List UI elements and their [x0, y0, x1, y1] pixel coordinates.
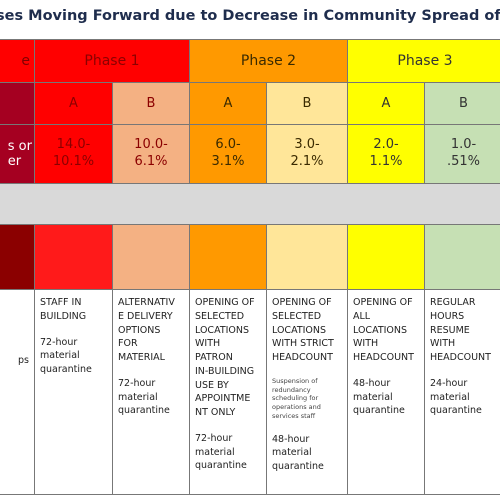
- quarantine-text: 72-hour material quarantine: [40, 336, 92, 376]
- phase-header: Phase 1: [35, 40, 190, 83]
- stage-description: OPENING OF SELECTED LOCATIONS WITH STRIC…: [267, 290, 348, 495]
- description-text: STAFF IN BUILDING: [40, 297, 87, 322]
- stage-label: A: [190, 83, 267, 125]
- stage-color: [113, 225, 190, 290]
- top-border: [0, 39, 500, 40]
- first-range: s or er: [0, 125, 35, 184]
- stage-range: 3.0- 2.1%: [267, 125, 348, 184]
- stage-description: STAFF IN BUILDING 72-hour material quaran…: [35, 290, 113, 495]
- stage-label: A: [348, 83, 425, 125]
- stage-range: 1.0- .51%: [425, 125, 500, 184]
- title: ses Moving Forward due to Decrease in Co…: [0, 8, 500, 24]
- description-text: OPENING OF ALL LOCATIONS WITH HEADCOUNT: [353, 297, 414, 364]
- description-note: Suspension of redundancy scheduling for …: [272, 376, 321, 420]
- stage-color: [267, 225, 348, 290]
- description-text: ALTERNATIV E DELIVERY OPTIONS FOR MATERI…: [118, 297, 175, 364]
- quarantine-text: 48-hour material quarantine: [272, 433, 324, 473]
- first-ab: [0, 83, 35, 125]
- stage-color: [425, 225, 500, 290]
- first-color: [0, 225, 35, 290]
- phase-header: Phase 2: [190, 40, 348, 83]
- stage-description: OPENING OF ALL LOCATIONS WITH HEADCOUNT 4…: [348, 290, 425, 495]
- stage-label: B: [267, 83, 348, 125]
- stage-description: ALTERNATIV E DELIVERY OPTIONS FOR MATERI…: [113, 290, 190, 495]
- stage-color: [190, 225, 267, 290]
- quarantine-text: 48-hour material quarantine: [353, 377, 405, 417]
- stage-range: 10.0- 6.1%: [113, 125, 190, 184]
- stage-label: A: [35, 83, 113, 125]
- gray-band: [0, 184, 500, 225]
- stage-color: [348, 225, 425, 290]
- stage-color: [35, 225, 113, 290]
- description-text: OPENING OF SELECTED LOCATIONS WITH PATRO…: [195, 297, 255, 419]
- stage-range: 6.0- 3.1%: [190, 125, 267, 184]
- description-text: OPENING OF SELECTED LOCATIONS WITH STRIC…: [272, 297, 334, 364]
- first-header: e: [0, 40, 35, 83]
- quarantine-text: 72-hour material quarantine: [195, 432, 247, 472]
- first-description: ps: [0, 290, 35, 495]
- stage-description: REGULAR HOURS RESUME WITH HEADCOUNT 24-ho…: [425, 290, 500, 495]
- phase-header: Phase 3: [348, 40, 500, 83]
- stage-range: 2.0- 1.1%: [348, 125, 425, 184]
- quarantine-text: 24-hour material quarantine: [430, 377, 482, 417]
- description-text: REGULAR HOURS RESUME WITH HEADCOUNT: [430, 297, 491, 364]
- bottom-border: [0, 494, 500, 495]
- stage-label: B: [113, 83, 190, 125]
- stage-description: OPENING OF SELECTED LOCATIONS WITH PATRO…: [190, 290, 267, 495]
- quarantine-text: 72-hour material quarantine: [118, 377, 170, 417]
- stage-label: B: [425, 83, 500, 125]
- first-description-text: ps: [18, 355, 29, 366]
- stage-range: 14.0- 10.1%: [35, 125, 113, 184]
